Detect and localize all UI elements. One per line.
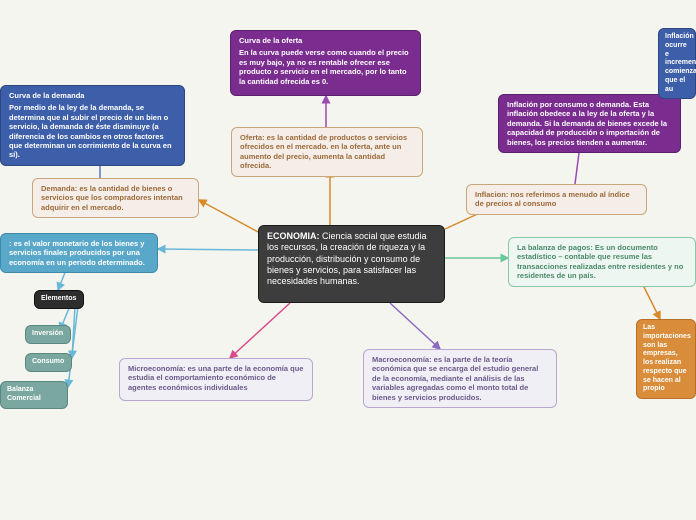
node-label-bold: ECONOMIA:	[267, 231, 320, 241]
node-body: Inversión	[32, 330, 63, 337]
node-inflacion_top[interactable]: Inflación ocurre e incremen comienza que…	[658, 28, 696, 99]
node-macro[interactable]: Macroeconomía: es la parte de la teoría …	[363, 349, 557, 408]
node-demanda[interactable]: Demanda: es la cantidad de bienes o serv…	[32, 178, 199, 218]
node-curva_demanda[interactable]: Curva de la demanda Por medio de la ley d…	[0, 85, 185, 166]
node-body: Inflación ocurre e incremen comienza que…	[665, 33, 696, 93]
node-body: Oferta: es la cantidad de productos o se…	[240, 133, 407, 170]
node-valor_monetario[interactable]: : es el valor monetario de los bienes y …	[0, 233, 158, 273]
node-central[interactable]: ECONOMIA: Ciencia social que estudia los…	[258, 225, 445, 303]
node-balanza[interactable]: Balanza Comercial	[0, 381, 68, 409]
node-inflacion_consumo[interactable]: Inflación por consumo o demanda. Esta in…	[498, 94, 681, 153]
node-body: Macroeconomía: es la parte de la teoría …	[372, 355, 538, 402]
node-body: : es el valor monetario de los bienes y …	[9, 239, 145, 267]
node-body: Por medio de la ley de la demanda, se de…	[9, 103, 172, 159]
node-title: Curva de la oferta	[239, 36, 412, 45]
node-curva_oferta[interactable]: Curva de la oferta En la curva puede vers…	[230, 30, 421, 96]
node-micro[interactable]: Microeconomía: es una parte de la econom…	[119, 358, 313, 401]
node-body: Demanda: es la cantidad de bienes o serv…	[41, 184, 183, 212]
node-oferta[interactable]: Oferta: es la cantidad de productos o se…	[231, 127, 423, 177]
node-body: Consumo	[32, 358, 64, 365]
node-elementos[interactable]: Elementos	[34, 290, 84, 309]
node-balanza_pagos[interactable]: La balanza de pagos: Es un documento est…	[508, 237, 696, 287]
node-body: Las importaciones son las empresas, los …	[643, 324, 691, 392]
node-title: Curva de la demanda	[9, 91, 176, 100]
node-body: La balanza de pagos: Es un documento est…	[517, 243, 683, 280]
node-body: Balanza Comercial	[7, 386, 41, 402]
node-importaciones[interactable]: Las importaciones son las empresas, los …	[636, 319, 696, 399]
node-body: Inflacion: nos referimos a menudo al índ…	[475, 190, 630, 208]
node-body: Elementos	[41, 295, 76, 302]
node-inflacion[interactable]: Inflacion: nos referimos a menudo al índ…	[466, 184, 647, 215]
node-body: Microeconomía: es una parte de la econom…	[128, 364, 303, 392]
node-consumo[interactable]: Consumo	[25, 353, 72, 372]
node-body: Inflación por consumo o demanda. Esta in…	[507, 100, 667, 147]
node-body: En la curva puede verse como cuando el p…	[239, 48, 409, 85]
node-inversion[interactable]: Inversión	[25, 325, 71, 344]
